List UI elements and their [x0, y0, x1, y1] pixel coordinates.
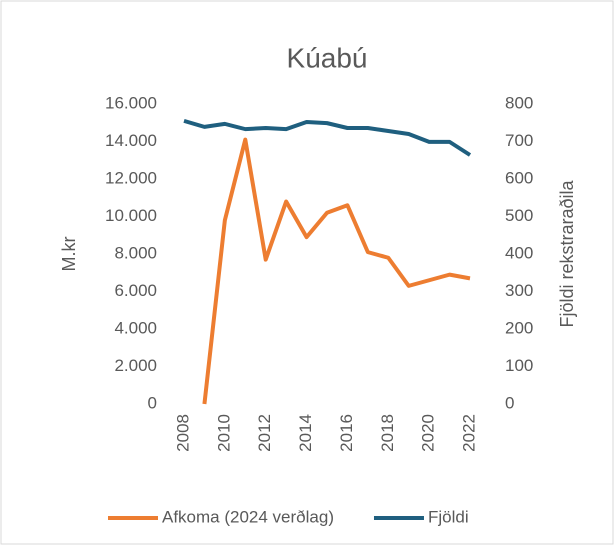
- x-tick-label: 2020: [419, 414, 438, 452]
- x-tick-label: 2018: [378, 414, 397, 452]
- series-line: [202, 137, 471, 405]
- y-tick-label: 2.000: [114, 356, 157, 375]
- legend-label: Afkoma (2024 verðlag): [162, 507, 334, 526]
- x-tick-label: 2014: [296, 414, 315, 452]
- y2-axis-title: Fjöldi rekstraraðila: [557, 179, 577, 327]
- y-tick-label: 8.000: [114, 243, 157, 262]
- y2-tick-label: 700: [505, 131, 533, 150]
- y2-tick-label: 100: [505, 356, 533, 375]
- y2-tick-label: 500: [505, 206, 533, 225]
- y-axis-title: M.kr: [59, 237, 79, 272]
- series-line: [183, 118, 472, 157]
- y-tick-label: 16.000: [105, 93, 157, 112]
- x-tick-label: 2022: [459, 414, 478, 452]
- y-tick-label: 0: [148, 393, 157, 412]
- y2-tick-label: 300: [505, 281, 533, 300]
- x-tick-label: 2008: [173, 414, 192, 452]
- y2-tick-label: 200: [505, 318, 533, 337]
- chart-title: Kúabú: [287, 42, 368, 73]
- y2-tick-label: 800: [505, 93, 533, 112]
- y2-tick-label: 600: [505, 168, 533, 187]
- x-tick-label: 2016: [337, 414, 356, 452]
- y-tick-label: 10.000: [105, 206, 157, 225]
- y-tick-label: 4.000: [114, 318, 157, 337]
- x-tick-label: 2010: [214, 414, 233, 452]
- y2-tick-label: 0: [505, 393, 514, 412]
- x-tick-label: 2012: [255, 414, 274, 452]
- y-tick-label: 12.000: [105, 168, 157, 187]
- legend-label: Fjöldi: [428, 507, 469, 526]
- y-tick-label: 14.000: [105, 131, 157, 150]
- y-tick-label: 6.000: [114, 281, 157, 300]
- y2-tick-label: 400: [505, 243, 533, 262]
